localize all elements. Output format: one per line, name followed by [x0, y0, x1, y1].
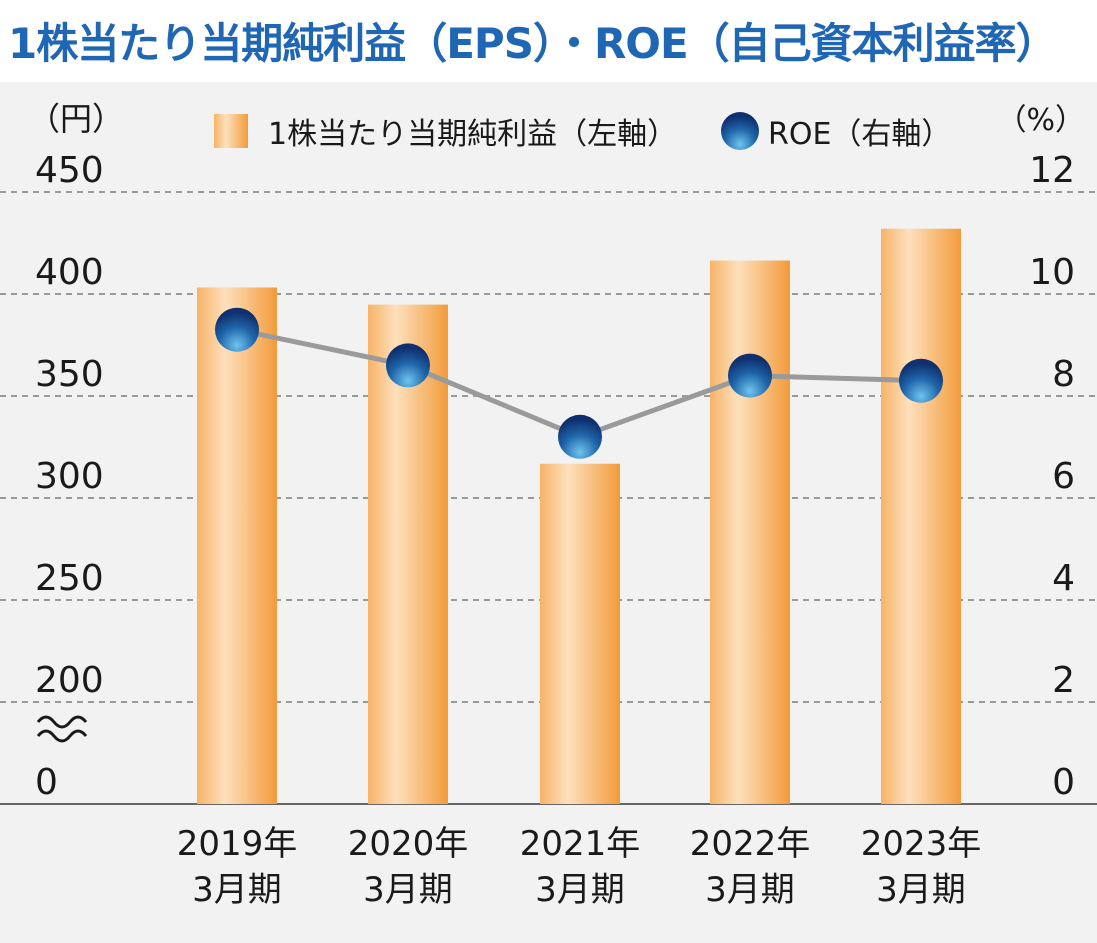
x-tick-label: 2022年 — [690, 824, 811, 864]
x-axis: 2019年 3月期 2020年 3月期 2021年 3月期 2022年 3月期 2023年 3月期 — [177, 824, 982, 910]
eps-bar — [368, 304, 448, 804]
x-tick-label: 2019年 — [177, 824, 298, 864]
legend: 1株当たり当期純利益（左軸） ROE（右軸） — [214, 112, 951, 152]
roe-point — [558, 414, 602, 459]
eps-bar — [881, 228, 961, 805]
bars — [197, 228, 961, 805]
left-tick-label: 450 — [35, 150, 104, 191]
right-tick-label: 8 — [1052, 354, 1075, 395]
x-tick-label: 3月期 — [876, 870, 966, 910]
roe-point — [899, 358, 943, 403]
x-tick-label: 3月期 — [705, 870, 795, 910]
roe-line — [215, 307, 943, 459]
axis-break-wave — [36, 729, 88, 743]
roe-point — [386, 343, 430, 388]
right-tick-label: 4 — [1052, 558, 1075, 599]
x-tick-label: 3月期 — [192, 870, 282, 910]
axis-break-icon — [36, 715, 88, 743]
eps-bar — [710, 260, 790, 804]
x-tick-label: 3月期 — [363, 870, 453, 910]
x-tick-label: 2023年 — [861, 824, 982, 864]
roe-point — [215, 307, 259, 352]
right-tick-label: 2 — [1052, 660, 1075, 701]
right-axis: 12 10 8 6 4 2 0 （%） — [996, 103, 1085, 803]
legend-roe-swatch — [721, 112, 759, 150]
legend-bar-swatch — [214, 114, 248, 148]
left-axis-unit: （円） — [28, 100, 124, 138]
roe-point — [728, 353, 772, 398]
axis-break-wave — [36, 715, 88, 729]
eps-bar — [540, 463, 620, 804]
x-tick-label: 2020年 — [348, 824, 469, 864]
right-tick-label: 0 — [1052, 762, 1075, 803]
right-tick-label: 6 — [1052, 456, 1075, 497]
right-tick-label: 10 — [1029, 252, 1075, 293]
left-tick-label: 350 — [35, 354, 104, 395]
x-tick-label: 2021年 — [520, 824, 641, 864]
left-tick-label: 250 — [35, 558, 104, 599]
right-tick-label: 12 — [1029, 150, 1075, 191]
left-tick-label: 200 — [35, 660, 104, 701]
left-axis: 450 400 350 300 250 200 0 （円） — [28, 100, 124, 803]
legend-roe-label: ROE（右軸） — [768, 117, 951, 152]
left-tick-label: 300 — [35, 456, 104, 497]
left-tick-label: 400 — [35, 252, 104, 293]
right-axis-unit: （%） — [996, 103, 1085, 138]
left-tick-label: 0 — [35, 762, 58, 803]
eps-bar — [197, 287, 277, 804]
legend-eps-label: 1株当たり当期純利益（左軸） — [268, 117, 677, 152]
chart-title: 1株当たり当期純利益（EPS）・ROE（自己資本利益率） — [8, 19, 1058, 68]
title-bar: 1株当たり当期純利益（EPS）・ROE（自己資本利益率） — [0, 0, 1097, 82]
x-tick-label: 3月期 — [535, 870, 625, 910]
